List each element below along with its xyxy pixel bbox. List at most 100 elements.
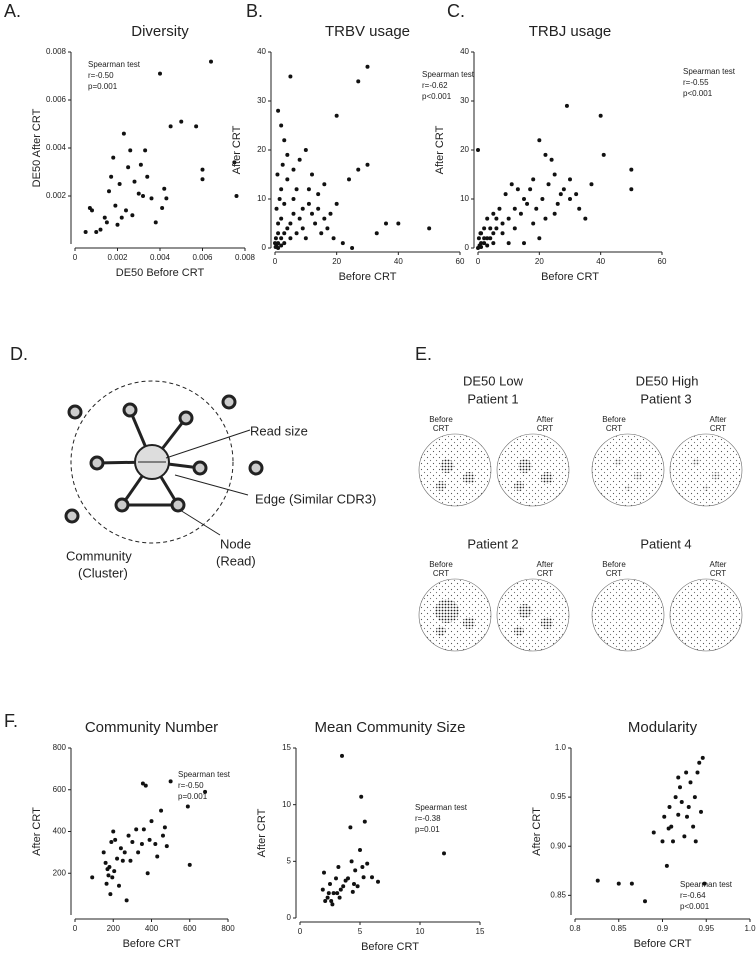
point: [276, 108, 281, 113]
y-tick-label: 600: [53, 785, 67, 794]
network-diagram: Read size Edge (Similar CDR3) Community …: [64, 380, 376, 580]
network-circle: [669, 433, 743, 507]
point: [702, 881, 707, 886]
network-circle: [496, 433, 570, 507]
point: [310, 211, 314, 216]
point: [616, 881, 621, 886]
point: [145, 174, 150, 179]
group-label: DE50 High: [636, 373, 699, 388]
point: [512, 206, 517, 211]
point: [348, 825, 353, 830]
y-axis-label: After CRT: [531, 807, 543, 856]
patient-label: Patient 2: [467, 536, 518, 551]
point: [350, 246, 355, 250]
point: [303, 236, 308, 241]
point: [115, 856, 120, 861]
point: [310, 172, 314, 177]
point: [346, 876, 350, 881]
x-tick-label: 800: [221, 924, 235, 933]
point: [90, 208, 94, 213]
point: [140, 781, 145, 786]
annotation: r=-0.55: [683, 78, 709, 87]
point: [322, 182, 327, 187]
cluster: [541, 617, 553, 629]
x-tick-label: 0.8: [569, 924, 581, 933]
chart-title: Community Number: [85, 719, 218, 736]
point: [104, 881, 109, 886]
point: [130, 213, 135, 218]
point: [595, 878, 600, 883]
point: [355, 884, 360, 889]
point: [328, 211, 333, 216]
point: [162, 186, 167, 191]
point: [83, 230, 88, 234]
point: [330, 902, 335, 907]
y-tick-label: 0.85: [550, 890, 566, 899]
point: [662, 814, 667, 819]
annotation: p<0.001: [422, 92, 452, 101]
point: [234, 194, 239, 198]
point: [334, 113, 339, 118]
condition-label: CRT: [433, 424, 449, 433]
point: [168, 779, 173, 784]
point: [506, 216, 511, 221]
point: [528, 187, 533, 192]
point: [136, 191, 141, 196]
cluster: [712, 472, 720, 480]
point: [106, 873, 111, 878]
annotation: Spearman test: [683, 67, 736, 76]
point: [427, 226, 432, 231]
point: [485, 216, 490, 221]
point: [101, 850, 106, 855]
x-axis-label: Before CRT: [339, 271, 397, 283]
point: [164, 844, 169, 849]
x-tick-label: 60: [658, 257, 667, 266]
point: [682, 834, 687, 839]
point: [522, 241, 526, 246]
point: [693, 839, 698, 844]
condition-label: Before: [602, 560, 626, 569]
point: [273, 236, 278, 241]
label: Community: [66, 548, 132, 563]
point: [200, 177, 205, 182]
point: [686, 804, 691, 809]
condition-label: CRT: [433, 569, 449, 578]
point: [116, 883, 121, 888]
condition-label: Before: [602, 415, 626, 424]
point: [291, 167, 296, 172]
point: [478, 231, 483, 236]
x-tick-label: 40: [394, 257, 403, 266]
x-tick-label: 0: [273, 257, 278, 266]
point: [506, 241, 511, 246]
network-circle: [591, 433, 665, 507]
point: [141, 194, 145, 198]
cluster: [514, 481, 524, 491]
point: [671, 839, 675, 844]
point: [482, 241, 487, 246]
y-tick-label: 0.006: [46, 95, 67, 104]
point: [153, 220, 158, 225]
y-tick-label: 40: [460, 47, 469, 56]
point: [294, 231, 299, 236]
point: [669, 824, 674, 829]
point: [122, 850, 127, 855]
point: [279, 123, 284, 128]
point: [306, 187, 311, 192]
point: [525, 201, 530, 206]
point: [488, 226, 493, 231]
point: [549, 157, 554, 162]
x-tick-label: 0.95: [698, 924, 714, 933]
cluster: [440, 459, 454, 473]
point: [476, 246, 480, 250]
condition-label: CRT: [710, 569, 726, 578]
annotation: p=0.01: [415, 825, 440, 834]
point: [107, 189, 111, 194]
point: [515, 187, 520, 192]
point: [598, 113, 603, 118]
y-tick-label: 0.002: [46, 191, 67, 200]
point: [629, 167, 634, 172]
y-axis-label: DE50 After CRT: [31, 108, 43, 187]
point: [117, 182, 122, 186]
cluster: [541, 472, 553, 484]
point: [522, 197, 526, 201]
